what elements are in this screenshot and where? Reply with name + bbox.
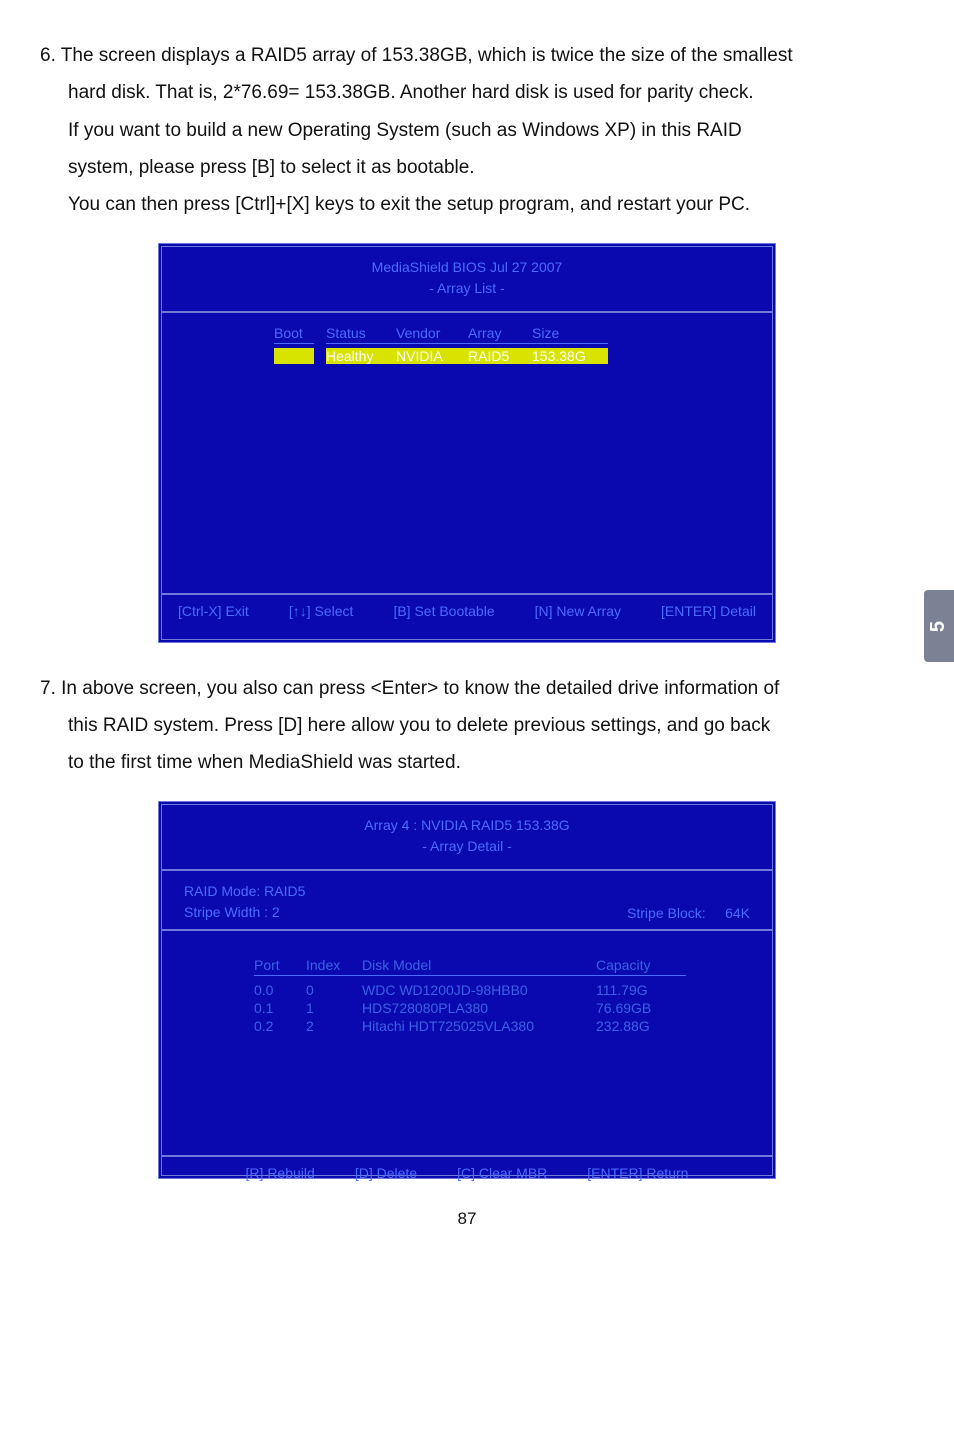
cell-port: 0.0: [254, 982, 306, 998]
cell-vendor: NVIDIA: [396, 348, 468, 364]
cell-model: HDS728080PLA380: [362, 1000, 596, 1016]
step7-text: 7. In above screen, you also can press <…: [40, 673, 894, 779]
disk-table: Port Index Disk Model Capacity 0.0 0 WDC…: [254, 957, 752, 1034]
disk-table-header: Port Index Disk Model Capacity: [254, 957, 752, 976]
step6-line4: system, please press [B] to select it as…: [40, 152, 894, 183]
cell-index: 1: [306, 1000, 362, 1016]
header-boot: Boot: [274, 325, 314, 344]
footer-delete[interactable]: [D] Delete: [355, 1165, 417, 1181]
footer-newarray[interactable]: [N] New Array: [535, 603, 621, 619]
disk-row: 0.1 1 HDS728080PLA380 76.69GB: [254, 1000, 752, 1016]
footer-setboot[interactable]: [B] Set Bootable: [393, 603, 494, 619]
step6-line3: If you want to build a new Operating Sys…: [40, 115, 894, 146]
stripe-block-value: 64K: [725, 905, 750, 921]
step6-text: 6. The screen displays a RAID5 array of …: [40, 40, 894, 221]
footer-exit[interactable]: [Ctrl-X] Exit: [178, 603, 249, 619]
cell-capacity: 232.88G: [596, 1018, 686, 1034]
bios2-title: Array 4 : NVIDIA RAID5 153.38G - Array D…: [162, 805, 772, 871]
cell-capacity: 76.69GB: [596, 1000, 686, 1016]
cell-model: WDC WD1200JD-98HBB0: [362, 982, 596, 998]
cell-size: 153.38G: [532, 348, 608, 364]
step6-line1: 6. The screen displays a RAID5 array of …: [40, 40, 894, 71]
step7-line1: 7. In above screen, you also can press <…: [40, 673, 894, 704]
step6-line5: You can then press [Ctrl]+[X] keys to ex…: [40, 189, 894, 220]
bios2-title-line1: Array 4 : NVIDIA RAID5 153.38G: [162, 815, 772, 836]
cell-port: 0.1: [254, 1000, 306, 1016]
bios1-title: MediaShield BIOS Jul 27 2007 - Array Lis…: [162, 247, 772, 313]
bios-array-detail-screen: Array 4 : NVIDIA RAID5 153.38G - Array D…: [158, 801, 776, 1179]
cell-capacity: 111.79G: [596, 982, 686, 998]
cell-model: Hitachi HDT725025VLA380: [362, 1018, 596, 1034]
disk-row: 0.2 2 Hitachi HDT725025VLA380 232.88G: [254, 1018, 752, 1034]
bios1-footer: [Ctrl-X] Exit [↑↓] Select [B] Set Bootab…: [162, 593, 772, 627]
footer-rebuild[interactable]: [R] Rebuild: [246, 1165, 315, 1181]
disk-row: 0.0 0 WDC WD1200JD-98HBB0 111.79G: [254, 982, 752, 998]
bios2-footer: [R] Rebuild [D] Delete [C] Clear MBR [EN…: [162, 1155, 772, 1189]
cell-boot: [274, 348, 314, 364]
cell-index: 0: [306, 982, 362, 998]
header-size: Size: [532, 325, 608, 344]
raid-mode: RAID Mode: RAID5: [184, 881, 305, 902]
array-list-header-row: Boot Status Vendor Array Size: [274, 325, 752, 344]
side-tab: 5: [924, 590, 954, 662]
cell-status: Healthy: [326, 348, 396, 364]
footer-select[interactable]: [↑↓] Select: [289, 603, 354, 619]
header-capacity: Capacity: [596, 957, 686, 976]
cell-port: 0.2: [254, 1018, 306, 1034]
side-tab-label: 5: [928, 620, 951, 631]
header-vendor: Vendor: [396, 325, 468, 344]
header-index: Index: [306, 957, 362, 976]
cell-index: 2: [306, 1018, 362, 1034]
header-model: Disk Model: [362, 957, 596, 976]
header-port: Port: [254, 957, 306, 976]
header-array: Array: [468, 325, 532, 344]
bios2-title-line2: - Array Detail -: [162, 836, 772, 857]
bios1-title-line1: MediaShield BIOS Jul 27 2007: [162, 257, 772, 278]
footer-clear[interactable]: [C] Clear MBR: [457, 1165, 547, 1181]
stripe-width: Stripe Width : 2: [184, 902, 305, 923]
array-list-row[interactable]: Healthy NVIDIA RAID5 153.38G: [274, 348, 752, 364]
step6-line2: hard disk. That is, 2*76.69= 153.38GB. A…: [40, 77, 894, 108]
bios1-title-line2: - Array List -: [162, 278, 772, 299]
array-list-table: Boot Status Vendor Array Size Healthy NV…: [274, 325, 752, 364]
page-number: 87: [40, 1209, 894, 1229]
header-status: Status: [326, 325, 396, 344]
step7-line3: to the first time when MediaShield was s…: [40, 747, 894, 778]
stripe-block-label: Stripe Block:: [627, 905, 706, 921]
footer-detail[interactable]: [ENTER] Detail: [661, 603, 756, 619]
cell-array: RAID5: [468, 348, 532, 364]
footer-return[interactable]: [ENTER] Return: [587, 1165, 688, 1181]
bios-array-list-screen: MediaShield BIOS Jul 27 2007 - Array Lis…: [158, 243, 776, 643]
detail-info-bar: RAID Mode: RAID5 Stripe Width : 2 Stripe…: [162, 871, 772, 931]
step7-line2: this RAID system. Press [D] here allow y…: [40, 710, 894, 741]
